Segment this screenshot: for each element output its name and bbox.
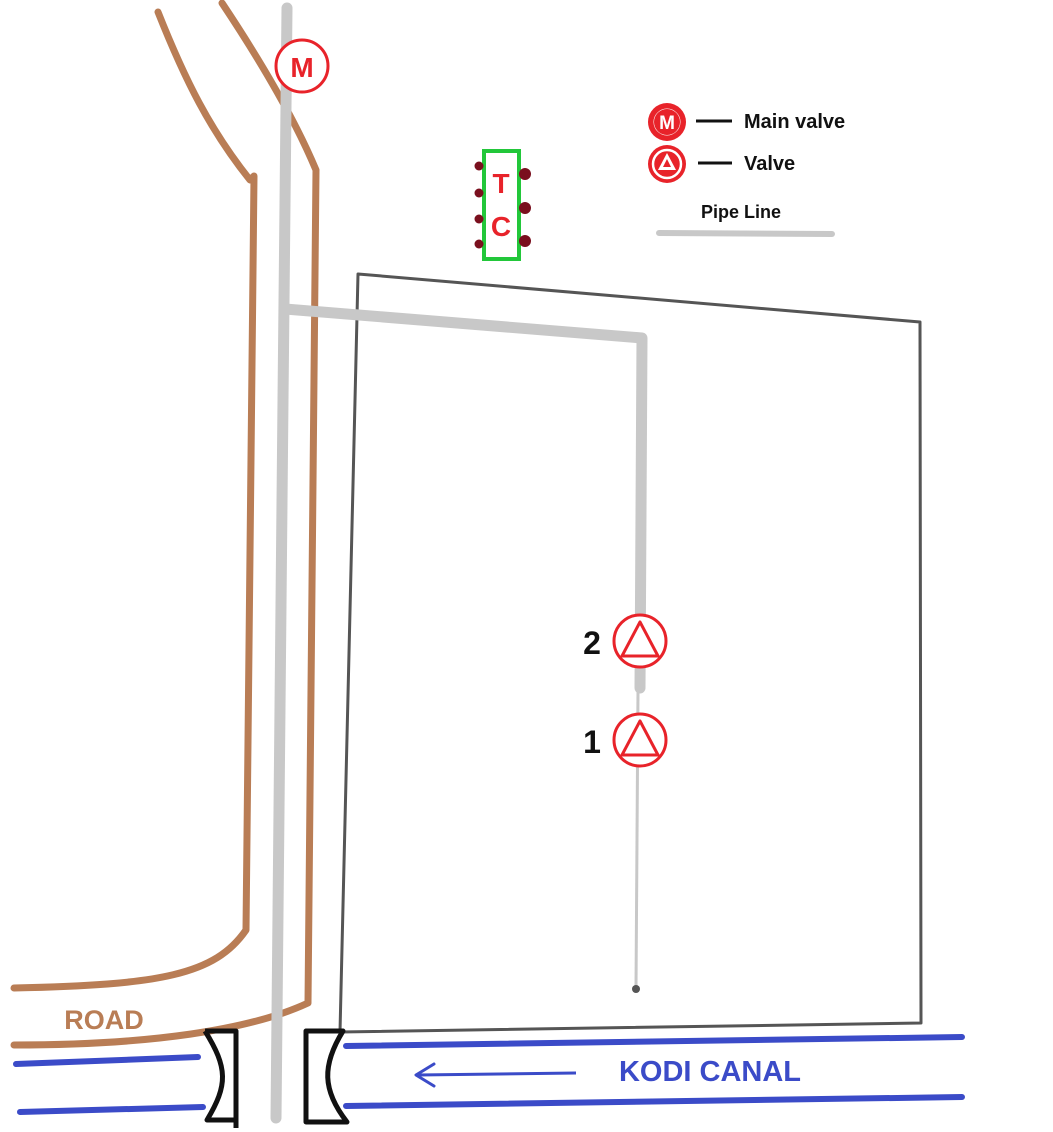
road-right-edge [10, 0, 320, 1049]
road-left-edge [10, 8, 258, 992]
main-valve-symbol: M [274, 38, 330, 94]
legend-main-valve-label: Main valve [744, 111, 845, 133]
tc-bottom-letter: C [491, 211, 511, 242]
tc-dot [474, 214, 484, 224]
tc-top-letter: T [492, 168, 509, 199]
lateral-pipe-end [632, 985, 640, 993]
branch-pipe-line [279, 303, 648, 694]
tc-dot [474, 161, 484, 171]
tc-dot [519, 202, 531, 214]
tc-dot [519, 235, 531, 247]
culvert-left-wall [202, 1028, 239, 1128]
legend-pipe-line-sample [656, 230, 835, 237]
legend-main-valve-icon: M [648, 103, 686, 141]
tc-unit: T C [474, 149, 531, 261]
canal-label: KODI CANAL [619, 1056, 801, 1088]
culvert-right-wall [303, 1028, 350, 1125]
legend-valve-icon [648, 145, 686, 183]
valve-1-number: 1 [583, 724, 601, 760]
legend-main-valve-letter: M [659, 113, 675, 134]
canal-upper-right [343, 1034, 965, 1049]
valve-1-symbol [612, 712, 668, 768]
valve-2-number: 2 [583, 625, 601, 661]
canal-upper-left [13, 1054, 201, 1067]
canal-flow-arrow [414, 1062, 577, 1088]
main-pipe-line [270, 2, 293, 1124]
tc-dot [474, 239, 484, 249]
field-boundary [338, 272, 923, 1034]
road-label: ROAD [64, 1005, 144, 1035]
tc-dot [519, 168, 531, 180]
legend: M Main valve Valve Pipe Line [648, 103, 845, 237]
valve-2-symbol [612, 613, 668, 669]
legend-valve-label: Valve [744, 153, 795, 175]
canal-lower-left [17, 1104, 206, 1115]
legend-pipe-line-label: Pipe Line [701, 202, 781, 222]
tc-dot [474, 188, 484, 198]
main-valve-letter: M [290, 52, 313, 83]
canal-lower-right [343, 1094, 965, 1109]
